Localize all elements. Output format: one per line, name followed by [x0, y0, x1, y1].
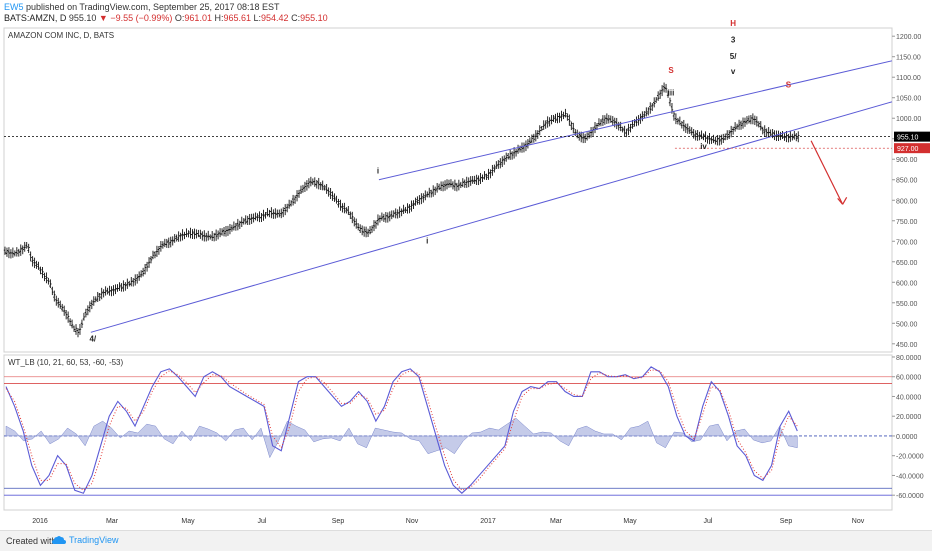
- osc-axis-label: -60.0000: [896, 493, 924, 500]
- osc-axis-label: 60.0000: [896, 375, 921, 382]
- price-level-label: 927.00: [897, 146, 919, 153]
- price-axis-label: 700.00: [896, 239, 918, 246]
- price-axis-label: 850.00: [896, 178, 918, 185]
- price-axis-label: 450.00: [896, 342, 918, 349]
- x-axis-label: Nov: [406, 518, 419, 525]
- wave-label: 4/: [89, 335, 96, 344]
- price-axis-label: 900.00: [896, 157, 918, 164]
- ohlc-bars: [3, 82, 800, 338]
- channel-upper-line: [378, 60, 893, 181]
- osc-axis-label: -20.0000: [896, 454, 924, 461]
- author-link[interactable]: EW5: [4, 2, 24, 12]
- wave-label: S: [786, 80, 792, 89]
- oscillator-pane-title: WT_LB (10, 21, 60, 53, -60, -53): [8, 358, 124, 367]
- wave-label: iii: [668, 89, 675, 98]
- price-axis-label: 500.00: [896, 321, 918, 328]
- open-value: 961.01: [184, 13, 212, 23]
- cloud-icon: [52, 536, 66, 544]
- x-axis-label: 2017: [480, 518, 496, 525]
- price-axis-label: 1200.00: [896, 34, 921, 41]
- x-axis-label: May: [181, 518, 195, 525]
- chart-header: EW5 published on TradingView.com, Septem…: [4, 2, 328, 24]
- wave-label: i: [426, 236, 428, 245]
- x-axis-label: Nov: [852, 518, 865, 525]
- osc-axis-label: 80.0000: [896, 355, 921, 362]
- channel-lower-line: [90, 101, 893, 333]
- x-axis-label: May: [623, 518, 637, 525]
- high-label: H:: [214, 13, 224, 23]
- price-axis-label: 1000.00: [896, 116, 921, 123]
- low-value: 954.42: [261, 13, 289, 23]
- projection-arrow-line: [810, 140, 844, 205]
- wave-label: i: [377, 167, 379, 176]
- chart-canvas[interactable]: AMAZON COM INC, D, BATS WT_LB (10, 21, 60…: [0, 0, 932, 530]
- osc-axis-label: 20.0000: [896, 414, 921, 421]
- open-label: O:: [174, 13, 185, 23]
- x-axis-label: 2016: [32, 518, 48, 525]
- projection-arrow-head: [837, 197, 848, 205]
- price-axis-label: 600.00: [896, 280, 918, 287]
- last-price: 955.10: [68, 13, 97, 23]
- price-axis-label: 750.00: [896, 219, 918, 226]
- wave-label: v: [731, 67, 736, 76]
- x-axis-label: Mar: [106, 518, 119, 525]
- x-axis-label: Mar: [550, 518, 563, 525]
- price-level-badge: [894, 143, 930, 154]
- wave-label: 3: [731, 35, 736, 44]
- close-value: 955.10: [300, 13, 328, 23]
- down-arrow-icon: ▼: [98, 13, 108, 23]
- tradingview-logo[interactable]: TradingView: [52, 535, 119, 545]
- price-axis-label: 1050.00: [896, 96, 921, 103]
- price-axis-label: 550.00: [896, 301, 918, 308]
- wave-label: S: [668, 66, 674, 75]
- price-pane-frame: [3, 27, 893, 353]
- oscillator-pane-frame: [3, 354, 893, 511]
- published-text: published on TradingView.com, September …: [26, 2, 280, 12]
- wave-label: 5/: [730, 52, 737, 61]
- price-axis-label: 1150.00: [896, 55, 921, 62]
- osc-axis-label: 0.0000: [896, 434, 918, 441]
- osc-axis-label: -40.0000: [896, 473, 924, 480]
- price-level-badge: [894, 131, 930, 142]
- price-change: −9.55 (−0.99%): [110, 13, 173, 23]
- price-axis-label: 650.00: [896, 260, 918, 267]
- price-pane-title: AMAZON COM INC, D, BATS: [8, 31, 114, 40]
- created-with-text: Created with: [6, 536, 57, 546]
- wt2-line: [5, 369, 798, 491]
- price-axis-label: 800.00: [896, 198, 918, 205]
- osc-area: [5, 417, 798, 459]
- low-label: L:: [253, 13, 262, 23]
- price-axis-label: 1100.00: [896, 75, 921, 82]
- x-axis-label: Jul: [258, 518, 267, 525]
- x-axis-label: Sep: [780, 518, 793, 525]
- wave-label: iv: [700, 142, 707, 151]
- x-axis-label: Jul: [704, 518, 713, 525]
- high-value: 965.61: [223, 13, 251, 23]
- price-level-label: 955.10: [897, 135, 919, 142]
- symbol-label: BATS:AMZN, D: [4, 13, 67, 23]
- close-label: C:: [291, 13, 301, 23]
- footer-bar: Created with TradingView: [0, 530, 932, 551]
- tradingview-brand: TradingView: [69, 535, 119, 545]
- osc-axis-label: 40.0000: [896, 394, 921, 401]
- x-axis-label: Sep: [332, 518, 345, 525]
- wave-label: H: [730, 19, 736, 28]
- wt1-line: [5, 366, 798, 494]
